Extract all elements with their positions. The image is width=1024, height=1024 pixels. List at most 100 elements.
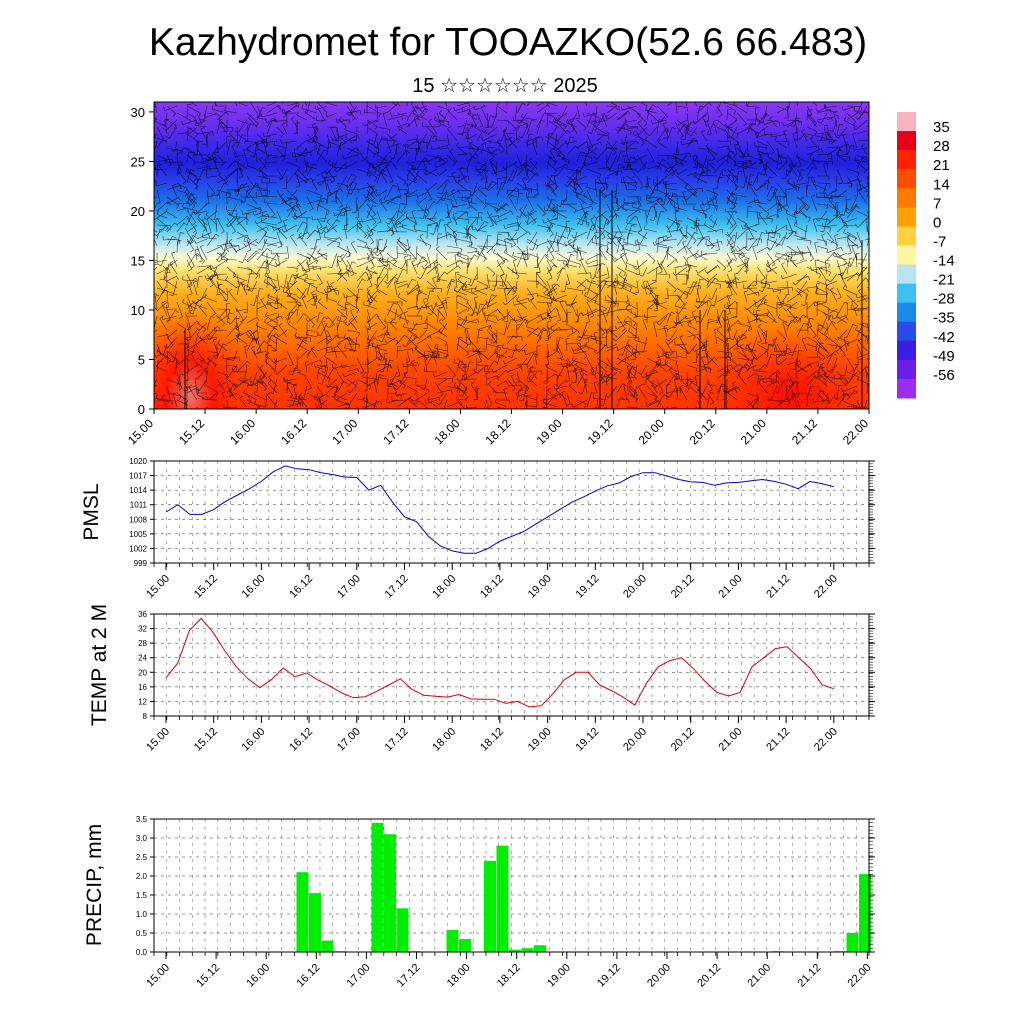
- wind-barb: [200, 128, 208, 142]
- wind-barb-flag: [722, 168, 727, 171]
- wind-barb-flag: [489, 225, 494, 228]
- wind-barb: [646, 165, 660, 170]
- wind-barb: [705, 244, 718, 247]
- wind-barb-flag: [755, 133, 757, 138]
- wind-barb-flag: [724, 131, 728, 136]
- wind-barb-flag: [190, 193, 195, 196]
- wind-barb: [286, 205, 296, 219]
- wind-barb-flag: [338, 242, 341, 247]
- wind-barb: [832, 119, 838, 132]
- wind-barb: [326, 161, 338, 175]
- wind-barb: [236, 220, 248, 233]
- wind-barb: [796, 196, 810, 208]
- wind-barb: [524, 163, 528, 177]
- wind-barb-flag: [351, 117, 356, 121]
- wind-barb-flag: [529, 248, 534, 251]
- wind-barb-flag: [331, 136, 334, 141]
- wind-barb-flag: [219, 194, 221, 199]
- wind-barb: [386, 221, 399, 233]
- wind-barb-flag: [771, 151, 775, 155]
- wind-barb-flag: [383, 195, 386, 200]
- wind-barb-flag: [493, 169, 495, 174]
- wind-barb-flag: [229, 193, 231, 198]
- wind-barb-flag: [557, 114, 562, 118]
- wind-barb-flag: [351, 173, 356, 177]
- wind-barb-flag: [163, 265, 167, 270]
- wind-barb: [519, 203, 528, 218]
- wind-barb-flag: [413, 179, 417, 183]
- wind-barb-flag: [665, 128, 670, 132]
- wind-barb: [416, 191, 429, 198]
- wind-barb: [736, 228, 748, 240]
- wind-barb-flag: [767, 152, 769, 157]
- wind-barb-flag: [185, 167, 188, 172]
- wind-barb: [371, 187, 378, 198]
- wind-barb-flag: [811, 194, 816, 197]
- wind-barb-flag: [231, 231, 236, 234]
- wind-barb-flag: [673, 202, 676, 207]
- wind-barb-flag: [143, 335, 145, 338]
- wind-barb: [314, 238, 318, 250]
- wind-barb: [486, 235, 488, 247]
- wind-barb-flag: [685, 245, 689, 250]
- wind-barb: [436, 192, 446, 205]
- wind-barb: [446, 231, 458, 240]
- wind-barb: [676, 140, 679, 155]
- wind-barb: [154, 102, 158, 114]
- wind-barb-flag: [398, 266, 402, 270]
- wind-barb: [477, 188, 488, 198]
- wind-barb: [806, 109, 809, 121]
- wind-barb: [307, 166, 318, 170]
- wind-barb: [789, 161, 798, 173]
- wind-barb-flag: [529, 157, 533, 161]
- wind-barb-flag: [154, 133, 156, 138]
- wind-barb: [519, 209, 528, 219]
- wind-barb: [176, 207, 188, 212]
- wind-barb: [716, 126, 728, 132]
- wind-barb-flag: [606, 167, 611, 170]
- wind-barb: [462, 119, 468, 136]
- wind-barb: [622, 245, 628, 261]
- wind-barb: [726, 210, 734, 226]
- wind-barb: [207, 147, 218, 161]
- wind-barb-flag: [481, 149, 483, 154]
- wind-barb-flag: [453, 230, 458, 233]
- wind-barb: [810, 138, 818, 149]
- wind-barb-flag: [236, 217, 241, 221]
- wind-barb: [426, 189, 433, 200]
- wind-barb-flag: [445, 192, 449, 196]
- wind-barb-flag: [582, 112, 585, 117]
- wind-barb: [816, 245, 828, 250]
- wind-barb-flag: [687, 133, 692, 137]
- wind-barb: [265, 196, 278, 198]
- wind-barb-flag: [211, 192, 215, 196]
- wind-barb-flag: [793, 181, 795, 186]
- wind-barb: [496, 252, 506, 263]
- wind-barb: [756, 232, 762, 247]
- wind-barb: [218, 120, 228, 135]
- wind-barb: [356, 238, 368, 244]
- wind-barb: [566, 136, 571, 149]
- wind-barb: [787, 180, 798, 191]
- wind-barb-flag: [765, 229, 767, 234]
- wind-barb-flag: [361, 159, 365, 162]
- wind-barb-flag: [639, 186, 644, 190]
- wind-barb: [346, 222, 360, 233]
- wind-barb: [816, 238, 827, 242]
- wind-barb: [756, 180, 768, 191]
- wind-barb-flag: [575, 117, 580, 120]
- wind-barb-flag: [393, 261, 397, 265]
- wind-barb: [676, 153, 691, 156]
- wind-barb-flag: [313, 144, 318, 149]
- wind-barb: [154, 120, 168, 128]
- wind-barb: [426, 126, 436, 136]
- wind-barb: [596, 131, 608, 142]
- wind-barb-flag: [787, 177, 791, 182]
- wind-barb: [423, 203, 428, 219]
- wind-barb: [236, 182, 248, 193]
- wind-barb-flag: [556, 142, 559, 146]
- wind-barb-flag: [878, 336, 880, 340]
- wind-barb: [546, 157, 550, 170]
- wind-barb-flag: [568, 227, 571, 232]
- wind-barb-flag: [695, 171, 699, 176]
